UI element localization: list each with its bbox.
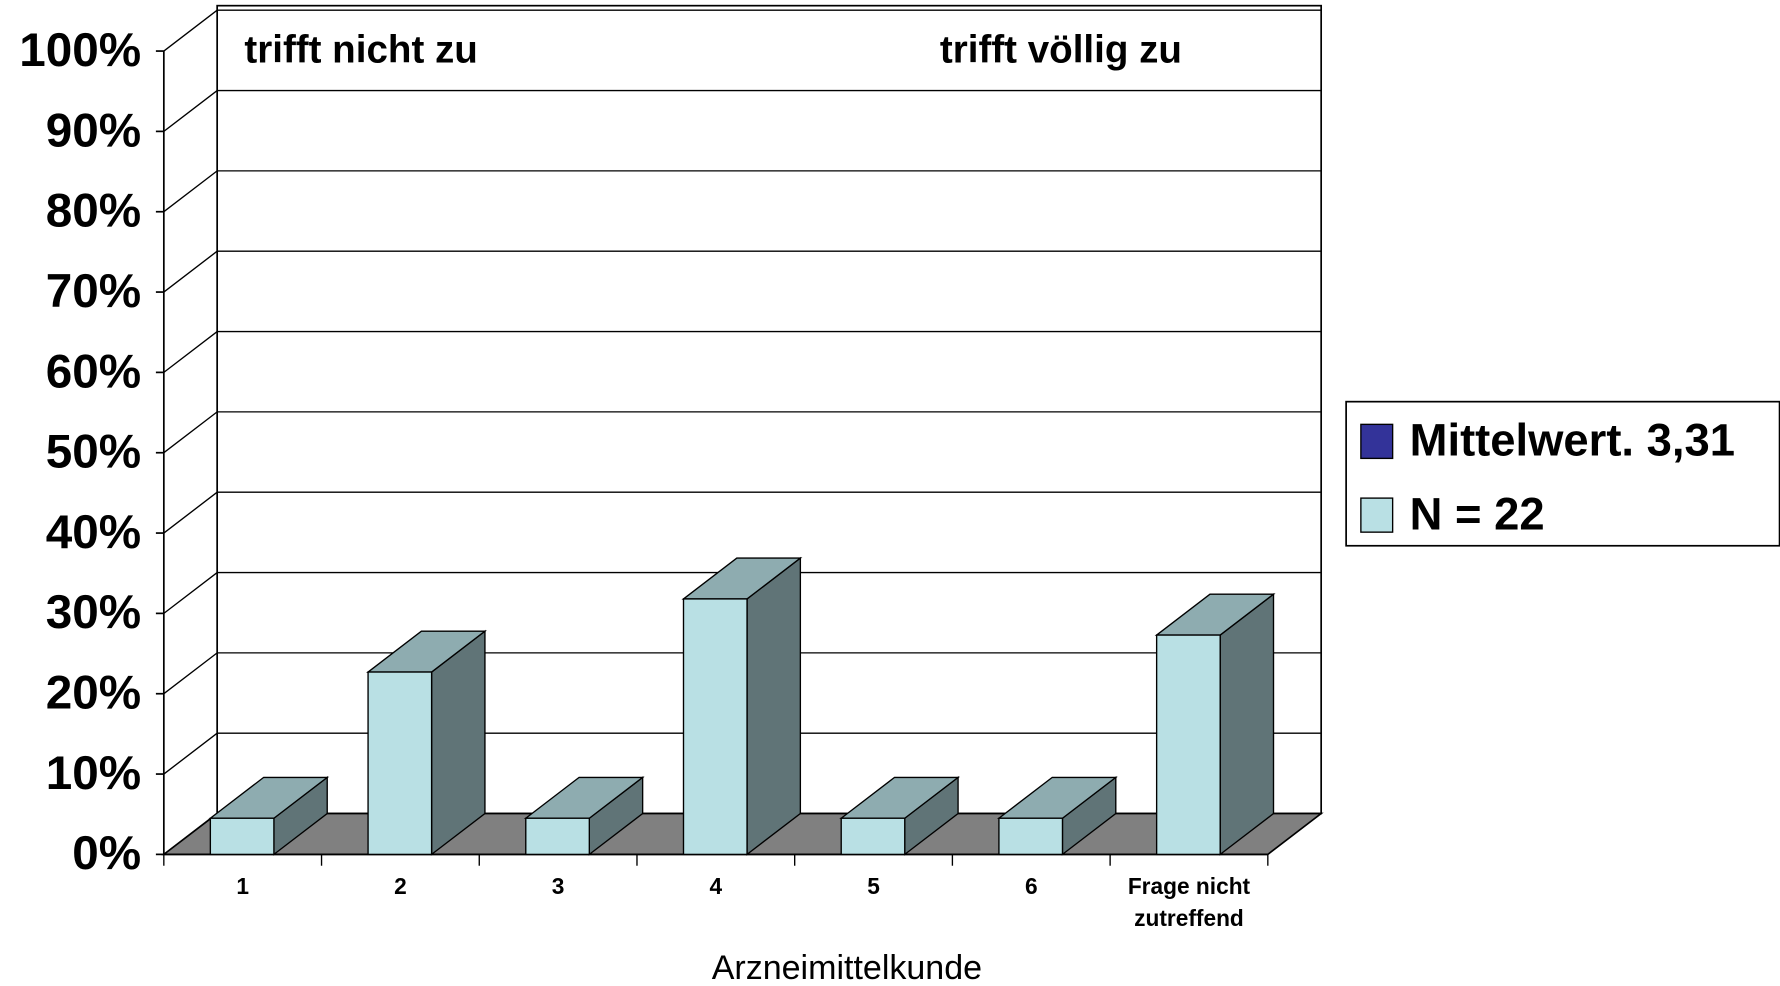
x-tick-label-box: 6 xyxy=(1024,874,1038,900)
y-tick-label: 70% xyxy=(46,265,141,318)
bar-front xyxy=(209,817,275,856)
x-axis-label: Arzneimittelkunde xyxy=(712,949,982,986)
bar xyxy=(1154,592,1276,856)
annotation: trifft völlig zu xyxy=(940,28,1182,71)
y-tick-label: 100% xyxy=(19,24,141,77)
y-tick-label: 90% xyxy=(46,104,141,157)
grid-line xyxy=(163,89,1322,132)
bar-front xyxy=(525,817,591,856)
x-tick-label-box: 1 xyxy=(236,874,250,900)
bar xyxy=(523,776,645,856)
bar xyxy=(996,776,1118,856)
legend-swatch xyxy=(1360,497,1394,533)
bar-side xyxy=(1219,592,1275,856)
x-tick-label: 4 xyxy=(709,874,723,900)
legend-swatch xyxy=(1360,423,1394,460)
y-tick-label: 80% xyxy=(46,185,141,238)
bar-front xyxy=(1155,634,1221,856)
grid-line xyxy=(163,571,1322,614)
bar xyxy=(208,776,330,856)
grid-line xyxy=(163,732,1322,775)
x-tick-label: 3 xyxy=(551,874,565,900)
x-tick-label-box: 2 xyxy=(394,874,407,900)
bar xyxy=(681,556,803,856)
y-tick-label: 10% xyxy=(46,747,141,800)
y-tick-label: 30% xyxy=(46,586,141,639)
bar xyxy=(839,776,961,856)
x-tick-label-box: 5 xyxy=(867,874,880,900)
x-tick-label: 2 xyxy=(394,874,407,900)
x-tick-label: 1 xyxy=(236,874,250,900)
y-tick-label: 40% xyxy=(46,506,141,559)
annotation: trifft nicht zu xyxy=(244,28,477,71)
bar-side xyxy=(746,556,802,856)
grid-line xyxy=(163,170,1322,213)
y-tick-label: 50% xyxy=(46,426,141,479)
grid-line xyxy=(163,250,1322,293)
x-tick-label-box: Frage nicht zutreffend xyxy=(1127,874,1251,932)
legend-label: Mittelwert. 3,31 xyxy=(1410,415,1735,466)
bar xyxy=(366,629,487,856)
x-tick-label: 6 xyxy=(1024,874,1038,900)
grid-line xyxy=(163,411,1322,454)
y-tick-label: 20% xyxy=(46,667,141,720)
bar-front xyxy=(682,598,748,856)
x-tick-label-box: 4 xyxy=(709,874,723,900)
x-tick-label: Frage nicht zutreffend xyxy=(1127,874,1251,932)
grid-line xyxy=(163,330,1322,373)
grid-line xyxy=(163,9,1322,52)
grid-line xyxy=(163,491,1322,534)
bar-front xyxy=(840,817,906,856)
y-tick-label: 0% xyxy=(72,827,141,880)
legend-label: N = 22 xyxy=(1410,488,1545,539)
y-tick-label: 60% xyxy=(46,345,141,398)
x-tick-label: 5 xyxy=(867,874,880,900)
bar-front xyxy=(998,817,1064,856)
bar-front xyxy=(367,671,433,856)
x-tick-label-box: 3 xyxy=(551,874,565,900)
grid-line xyxy=(163,652,1322,695)
